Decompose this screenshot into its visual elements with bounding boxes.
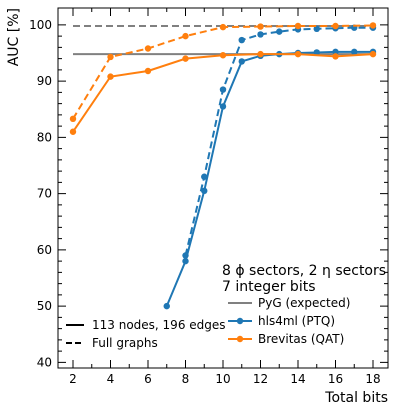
data-point	[69, 115, 77, 123]
data-point	[219, 23, 227, 31]
data-point	[332, 53, 339, 60]
data-point	[313, 49, 320, 56]
legend-label-0: PyG (expected)	[258, 296, 350, 310]
data-point	[238, 58, 245, 65]
data-point	[201, 173, 208, 180]
data-point	[219, 52, 227, 59]
x-tick-label: 12	[253, 372, 268, 386]
data-point	[182, 55, 189, 62]
data-point	[219, 103, 227, 110]
x-axis-label: Total bits	[324, 390, 388, 406]
data-point	[276, 28, 283, 35]
data-point	[257, 31, 264, 38]
data-point	[257, 50, 264, 58]
legend: PyG (expected) hls4ml (PTQ) Brevitas (QAT)…	[66, 296, 350, 350]
annotation-line-2: 7 integer bits	[222, 279, 316, 295]
x-tick-label: 8	[182, 372, 190, 386]
data-point	[163, 302, 170, 310]
data-point	[219, 86, 227, 93]
data-point	[313, 25, 320, 33]
data-point	[69, 128, 77, 135]
legend-marker-2	[236, 335, 244, 343]
data-point	[107, 53, 114, 61]
y-tick-label: 100	[29, 18, 52, 32]
x-tick-label: 14	[290, 372, 305, 386]
legend-style-label-0: 113 nodes, 196 edges	[92, 318, 226, 332]
y-tick-label: 40	[37, 355, 52, 369]
series-line-hls4ml-ptq--dashed	[184, 26, 373, 256]
y-tick-label: 80	[37, 130, 52, 144]
y-axis-label: AUC [%]	[6, 8, 22, 66]
data-point	[332, 22, 339, 30]
x-tick-label: 18	[365, 372, 380, 386]
x-tick-label: 10	[215, 372, 230, 386]
data-point	[369, 22, 377, 29]
x-tick-label: 2	[69, 372, 77, 386]
data-point	[182, 252, 189, 259]
y-tick-label: 70	[37, 187, 52, 201]
legend-label-1: hls4ml (PTQ)	[258, 314, 335, 328]
data-point	[351, 48, 358, 56]
axes-layer: 2 4 6 8 10 12 14 16 18 40 50 60 70 80 90 100	[29, 8, 388, 386]
data-point	[107, 73, 114, 80]
data-point	[294, 22, 302, 30]
data-point	[144, 67, 152, 75]
data-point	[201, 187, 208, 195]
x-tick-label: 16	[328, 372, 343, 386]
y-tick-label: 90	[37, 74, 52, 88]
y-tick-label: 50	[37, 299, 52, 313]
data-point	[182, 257, 189, 265]
data-point	[238, 36, 245, 44]
data-point	[144, 45, 152, 52]
data-point	[257, 23, 264, 30]
data-point	[182, 32, 189, 40]
data-point	[369, 50, 377, 58]
data-point	[294, 50, 302, 58]
legend-marker-1	[236, 317, 244, 325]
x-tick-label: 4	[107, 372, 115, 386]
x-tick-label: 6	[144, 372, 152, 386]
data-point	[332, 48, 339, 56]
y-tick-label: 60	[37, 243, 52, 257]
legend-style-label-1: Full graphs	[92, 336, 158, 350]
series-layer	[69, 22, 377, 310]
legend-label-2: Brevitas (QAT)	[258, 332, 344, 346]
annotation-line-1: 8 ϕ sectors, 2 η sectors	[222, 263, 386, 279]
